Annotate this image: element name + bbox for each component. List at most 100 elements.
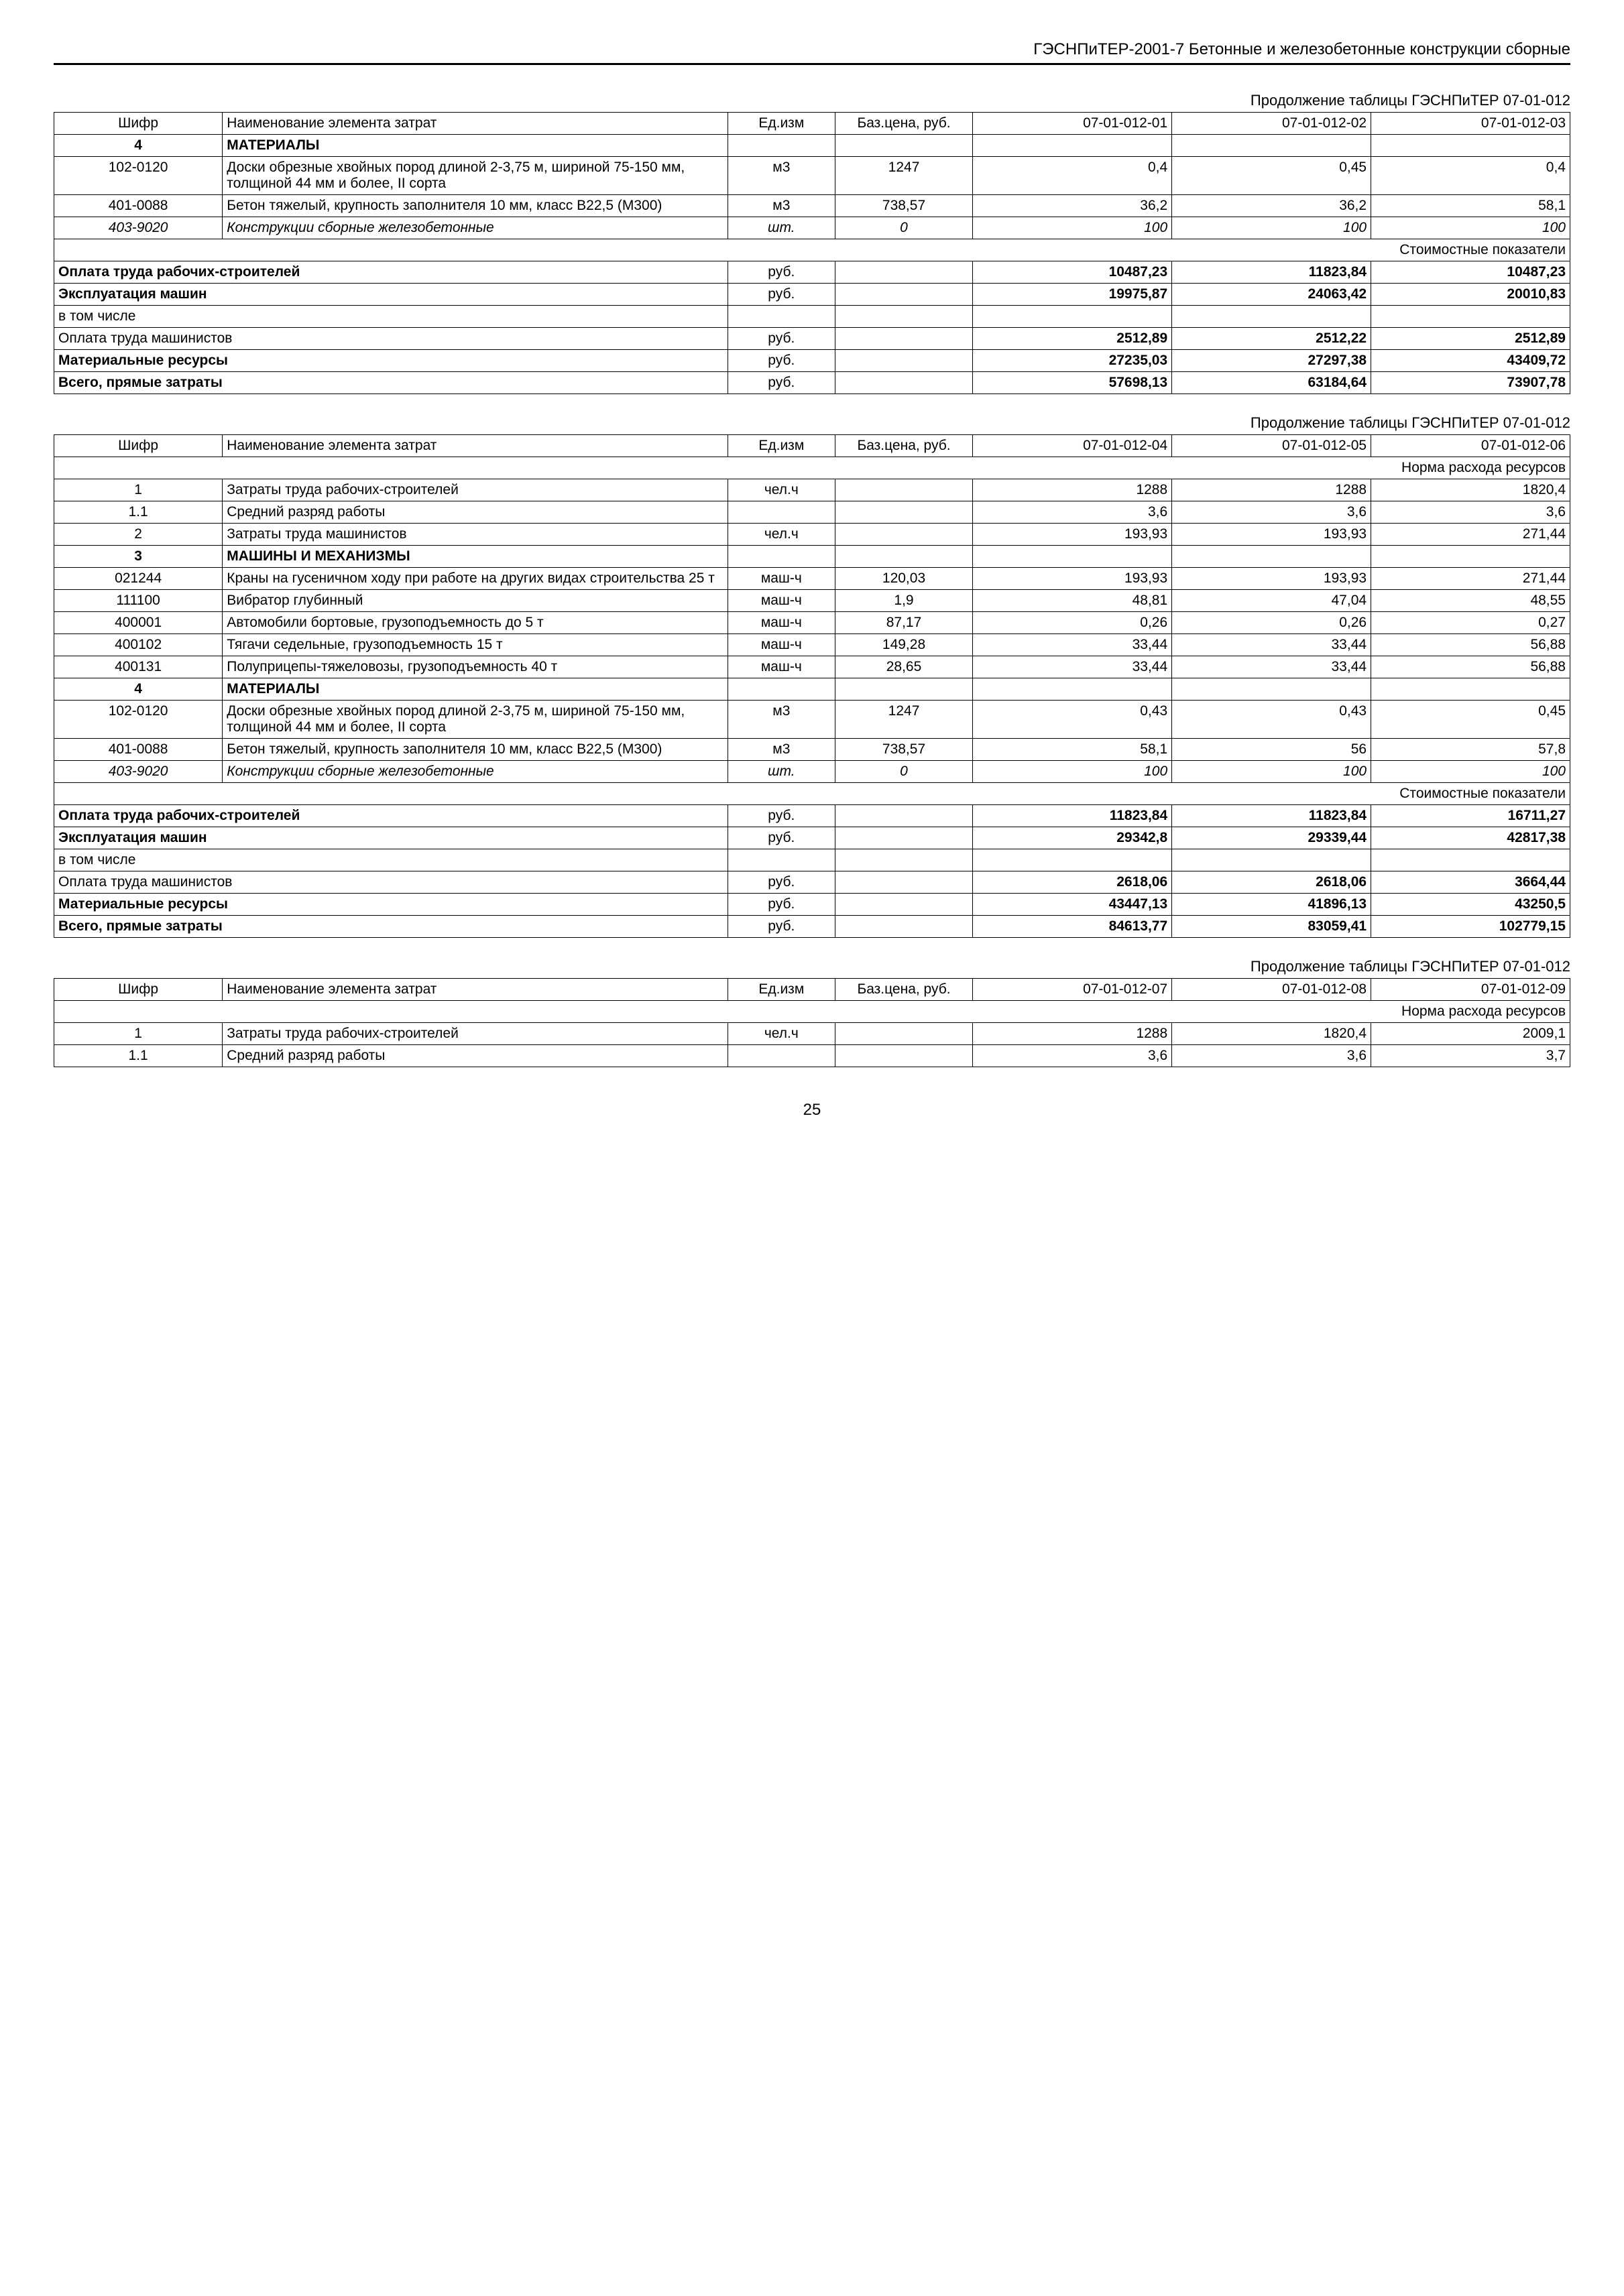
- table-cell: [835, 546, 973, 568]
- table-cell: 149,28: [835, 634, 973, 656]
- table-cell: [1172, 135, 1371, 157]
- table-cell: [1371, 306, 1570, 328]
- table-cell: 3,6: [973, 501, 1172, 524]
- summary-label: Эксплуатация машин: [54, 827, 728, 849]
- data-table: ШифрНаименование элемента затратЕд.измБа…: [54, 978, 1570, 1067]
- column-header: Баз.цена, руб.: [835, 113, 973, 135]
- column-header: Ед.изм: [728, 435, 835, 457]
- table-cell: [835, 372, 973, 394]
- table-cell: 41896,13: [1172, 894, 1371, 916]
- table-cell: [1172, 678, 1371, 701]
- table-cell: [835, 1023, 973, 1045]
- table-cell: маш-ч: [728, 568, 835, 590]
- table-cell: 33,44: [973, 634, 1172, 656]
- table-cell: 43409,72: [1371, 350, 1570, 372]
- column-header: Шифр: [54, 979, 223, 1001]
- table-cell: м3: [728, 157, 835, 195]
- table-cell: [728, 1045, 835, 1067]
- table-cell: 1247: [835, 701, 973, 739]
- table-cell: 738,57: [835, 739, 973, 761]
- table-cell: 403-9020: [54, 217, 223, 239]
- table-cell: 56,88: [1371, 634, 1570, 656]
- table-cell: 4: [54, 678, 223, 701]
- table-cell: 102779,15: [1371, 916, 1570, 938]
- table-cell: [835, 916, 973, 938]
- table-cell: 27297,38: [1172, 350, 1371, 372]
- table-cell: 102-0120: [54, 157, 223, 195]
- table-cell: 100: [973, 761, 1172, 783]
- table-cell: Бетон тяжелый, крупность заполнителя 10 …: [223, 195, 728, 217]
- table-cell: 271,44: [1371, 568, 1570, 590]
- table-cell: 271,44: [1371, 524, 1570, 546]
- table-cell: 56,88: [1371, 656, 1570, 678]
- table-cell: 0,26: [1172, 612, 1371, 634]
- table-cell: 0,45: [1371, 701, 1570, 739]
- table-cell: [728, 678, 835, 701]
- table-cell: 1: [54, 1023, 223, 1045]
- table-cell: 193,93: [1172, 568, 1371, 590]
- table-cell: 021244: [54, 568, 223, 590]
- table-cell: [1371, 678, 1570, 701]
- table-cell: 2512,89: [973, 328, 1172, 350]
- table-cell: 102-0120: [54, 701, 223, 739]
- table-cell: [728, 501, 835, 524]
- table-cell: 0,26: [973, 612, 1172, 634]
- section-subtitle: Стоимостные показатели: [54, 783, 1570, 805]
- table-cell: 27235,03: [973, 350, 1172, 372]
- table-cell: чел.ч: [728, 1023, 835, 1045]
- table-cell: 111100: [54, 590, 223, 612]
- table-cell: [835, 501, 973, 524]
- table-cell: Вибратор глубинный: [223, 590, 728, 612]
- table-cell: 4: [54, 135, 223, 157]
- table-cell: 3,7: [1371, 1045, 1570, 1067]
- column-header: 07-01-012-02: [1172, 113, 1371, 135]
- table-cell: 3,6: [1371, 501, 1570, 524]
- table-cell: 29342,8: [973, 827, 1172, 849]
- table-cell: 58,1: [1371, 195, 1570, 217]
- table-cell: МАШИНЫ И МЕХАНИЗМЫ: [223, 546, 728, 568]
- table-cell: [728, 849, 835, 871]
- column-header: 07-01-012-05: [1172, 435, 1371, 457]
- table-cell: [728, 135, 835, 157]
- table-cell: руб.: [728, 284, 835, 306]
- summary-label: Оплата труда машинистов: [54, 328, 728, 350]
- table-cell: 36,2: [973, 195, 1172, 217]
- summary-label: Эксплуатация машин: [54, 284, 728, 306]
- table-cell: маш-ч: [728, 612, 835, 634]
- table-cell: 83059,41: [1172, 916, 1371, 938]
- table-cell: МАТЕРИАЛЫ: [223, 135, 728, 157]
- table-cell: руб.: [728, 328, 835, 350]
- table-cell: 0,4: [1371, 157, 1570, 195]
- table-cell: [1371, 849, 1570, 871]
- table-cell: 57,8: [1371, 739, 1570, 761]
- table-cell: 100: [1172, 761, 1371, 783]
- table-cell: 29339,44: [1172, 827, 1371, 849]
- table-cell: 400131: [54, 656, 223, 678]
- table-cell: 33,44: [1172, 656, 1371, 678]
- page-header: ГЭСНПиТЕР-2001-7 Бетонные и железобетонн…: [54, 40, 1570, 65]
- table-cell: 0: [835, 761, 973, 783]
- table-cell: Средний разряд работы: [223, 1045, 728, 1067]
- table-cell: [728, 306, 835, 328]
- table-cell: 0,4: [973, 157, 1172, 195]
- summary-label: Всего, прямые затраты: [54, 916, 728, 938]
- table-cell: 3,6: [1172, 1045, 1371, 1067]
- table-cell: м3: [728, 739, 835, 761]
- column-header: Ед.изм: [728, 979, 835, 1001]
- table-cell: 100: [1172, 217, 1371, 239]
- table-cell: руб.: [728, 261, 835, 284]
- table-cell: 48,81: [973, 590, 1172, 612]
- table-caption: Продолжение таблицы ГЭСНПиТЕР 07-01-012: [54, 958, 1570, 975]
- table-cell: 100: [973, 217, 1172, 239]
- table-cell: 2618,06: [973, 871, 1172, 894]
- section-subtitle: Норма расхода ресурсов: [54, 457, 1570, 479]
- table-cell: 47,04: [1172, 590, 1371, 612]
- table-cell: [835, 1045, 973, 1067]
- table-cell: 100: [1371, 217, 1570, 239]
- table-cell: шт.: [728, 217, 835, 239]
- table-cell: Средний разряд работы: [223, 501, 728, 524]
- column-header: Ед.изм: [728, 113, 835, 135]
- table-cell: 1,9: [835, 590, 973, 612]
- table-cell: шт.: [728, 761, 835, 783]
- table-cell: 1820,4: [1172, 1023, 1371, 1045]
